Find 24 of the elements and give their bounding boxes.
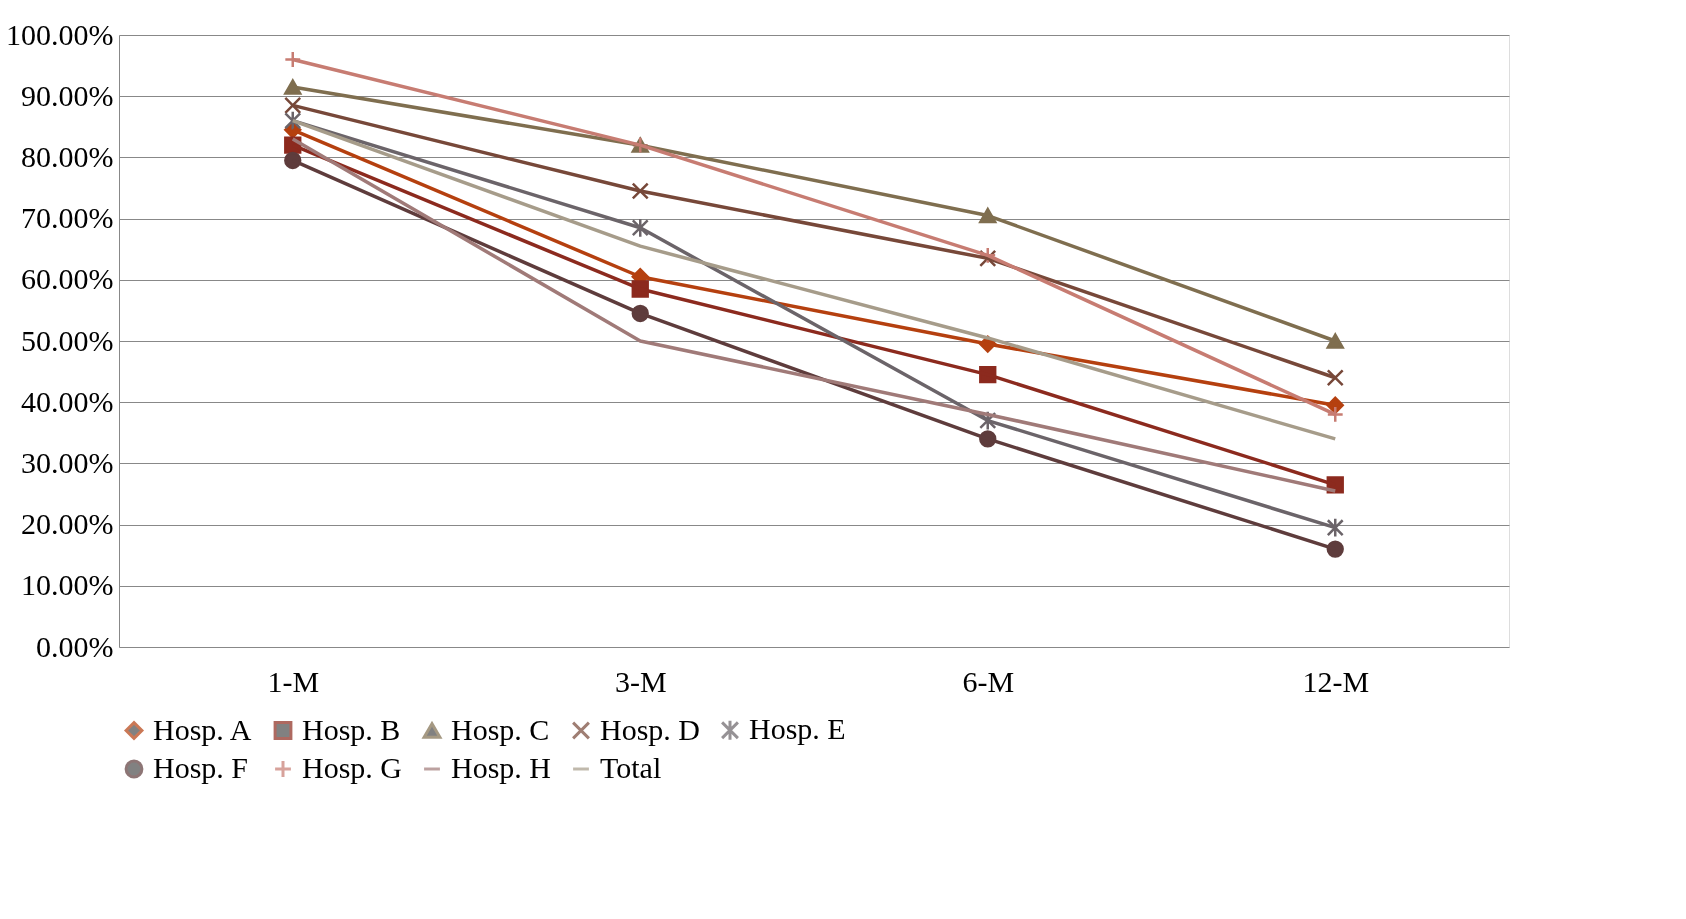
legend-label: Hosp. B xyxy=(302,712,401,746)
legend-label: Hosp. H xyxy=(451,751,552,784)
y-tick-label: 10.00% xyxy=(21,568,114,602)
y-tick-label: 90.00% xyxy=(21,78,114,112)
y-tick-label: 100.00% xyxy=(6,17,114,51)
legend-label: Hosp. C xyxy=(451,712,550,746)
y-tick-label: 20.00% xyxy=(21,507,114,541)
y-tick-label: 40.00% xyxy=(21,384,114,418)
x-tick-label: 12-M xyxy=(1302,664,1370,698)
legend-label: Hosp. F xyxy=(153,751,249,784)
y-tick-label: 30.00% xyxy=(21,445,114,479)
x-tick-label: 6-M xyxy=(962,664,1015,698)
legend-label: Hosp. E xyxy=(749,712,846,746)
y-tick-label: 60.00% xyxy=(21,262,114,296)
legend-label: Hosp. A xyxy=(153,712,252,746)
legend-label: Total xyxy=(600,751,662,784)
y-tick-label: 50.00% xyxy=(21,323,114,357)
legend-label: Hosp. D xyxy=(600,712,701,746)
y-tick-label: 70.00% xyxy=(21,201,114,235)
y-tick-label: 80.00% xyxy=(21,139,114,173)
x-tick-label: 1-M xyxy=(267,664,320,698)
y-tick-label: 0.00% xyxy=(36,629,114,663)
x-tick-label: 3-M xyxy=(614,664,667,698)
legend-label: Hosp. G xyxy=(302,751,403,784)
